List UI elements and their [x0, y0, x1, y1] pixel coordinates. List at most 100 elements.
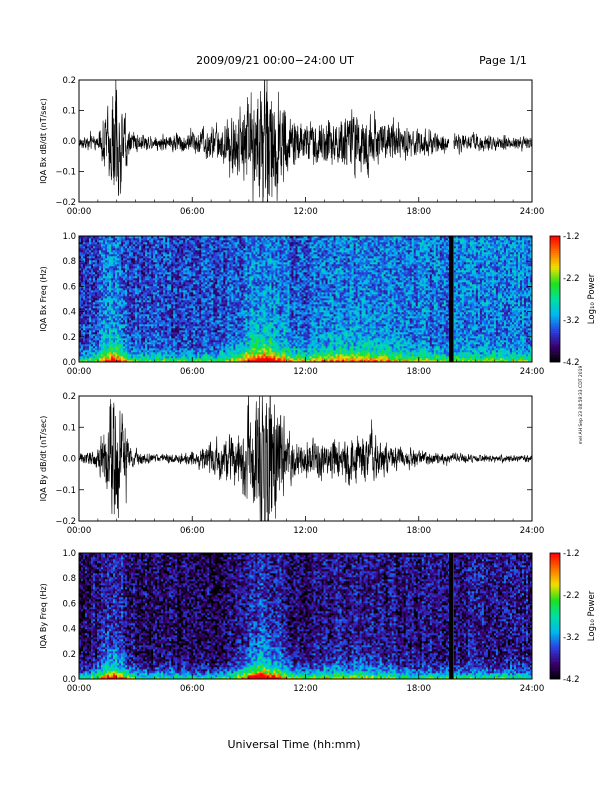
heat-cell: [97, 244, 99, 246]
heat-cell: [171, 324, 173, 326]
heat-cell: [95, 260, 97, 262]
heat-cell: [171, 250, 173, 252]
heat-cell: [95, 250, 97, 252]
heat-cell: [149, 350, 151, 352]
heat-cell: [167, 268, 169, 270]
heat-cell: [123, 346, 125, 348]
heat-cell: [205, 346, 207, 348]
heat-cell: [133, 270, 135, 272]
heat-cell: [197, 350, 199, 352]
heat-cell: [87, 292, 89, 294]
heat-cell: [99, 250, 101, 252]
heat-cell: [161, 278, 163, 280]
heat-cell: [209, 356, 211, 358]
heat-cell: [185, 264, 187, 266]
heat-cell: [109, 280, 111, 282]
heat-cell: [133, 262, 135, 264]
heat-cell: [151, 288, 153, 290]
heat-cell: [101, 316, 103, 318]
heat-cell: [209, 272, 211, 274]
heat-cell: [149, 326, 151, 328]
heat-cell: [163, 334, 165, 336]
heat-cell: [197, 358, 199, 360]
heat-cell: [145, 248, 147, 250]
heat-cell: [173, 306, 175, 308]
heat-cell: [149, 316, 151, 318]
heat-cell: [153, 280, 155, 282]
heat-cell: [167, 312, 169, 314]
heat-cell: [133, 240, 135, 242]
heat-cell: [149, 328, 151, 330]
heat-cell: [183, 272, 185, 274]
heat-cell: [141, 272, 143, 274]
heat-cell: [129, 240, 131, 242]
heat-cell: [205, 326, 207, 328]
heat-cell: [203, 336, 205, 338]
heat-cell: [171, 306, 173, 308]
heat-cell: [197, 310, 199, 312]
heat-cell: [135, 334, 137, 336]
heat-cell: [169, 350, 171, 352]
heat-cell: [95, 286, 97, 288]
heat-cell: [197, 348, 199, 350]
heat-cell: [127, 334, 129, 336]
heat-cell: [211, 310, 213, 312]
heat-cell: [185, 258, 187, 260]
heat-cell: [145, 252, 147, 254]
heat-cell: [139, 318, 141, 320]
heat-cell: [99, 266, 101, 268]
heat-cell: [131, 300, 133, 302]
heat-cell: [171, 334, 173, 336]
heat-cell: [119, 332, 121, 334]
heat-cell: [177, 328, 179, 330]
heat-cell: [183, 260, 185, 262]
heat-cell: [115, 316, 117, 318]
heat-cell: [195, 264, 197, 266]
heat-cell: [99, 318, 101, 320]
heat-cell: [205, 290, 207, 292]
heat-cell: [187, 322, 189, 324]
heat-cell: [185, 332, 187, 334]
heat-cell: [127, 258, 129, 260]
heat-cell: [139, 350, 141, 352]
heat-cell: [137, 318, 139, 320]
heat-cell: [207, 276, 209, 278]
heat-cell: [175, 350, 177, 352]
heat-cell: [133, 254, 135, 256]
heat-cell: [157, 242, 159, 244]
heat-cell: [101, 314, 103, 316]
heat-cell: [143, 300, 145, 302]
heat-cell: [187, 312, 189, 314]
heat-cell: [163, 256, 165, 258]
heat-cell: [105, 274, 107, 276]
heat-cell: [93, 290, 95, 292]
heat-cell: [91, 328, 93, 330]
heat-cell: [213, 342, 215, 344]
heat-cell: [153, 276, 155, 278]
heat-cell: [145, 302, 147, 304]
heat-cell: [155, 240, 157, 242]
heat-cell: [115, 306, 117, 308]
heat-cell: [97, 284, 99, 286]
heat-cell: [137, 338, 139, 340]
heat-cell: [125, 320, 127, 322]
heat-cell: [81, 294, 83, 296]
heat-cell: [111, 310, 113, 312]
heat-cell: [159, 356, 161, 358]
heat-cell: [199, 296, 201, 298]
heat-cell: [177, 358, 179, 360]
heat-cell: [213, 286, 215, 288]
heat-cell: [139, 312, 141, 314]
heat-cell: [107, 270, 109, 272]
heat-cell: [125, 282, 127, 284]
heat-cell: [213, 348, 215, 350]
heat-cell: [205, 298, 207, 300]
heat-cell: [213, 252, 215, 254]
heat-cell: [193, 356, 195, 358]
heat-cell: [111, 276, 113, 278]
heat-cell: [211, 266, 213, 268]
heat-cell: [85, 336, 87, 338]
heat-cell: [105, 358, 107, 360]
heat-cell: [175, 318, 177, 320]
heat-cell: [111, 344, 113, 346]
